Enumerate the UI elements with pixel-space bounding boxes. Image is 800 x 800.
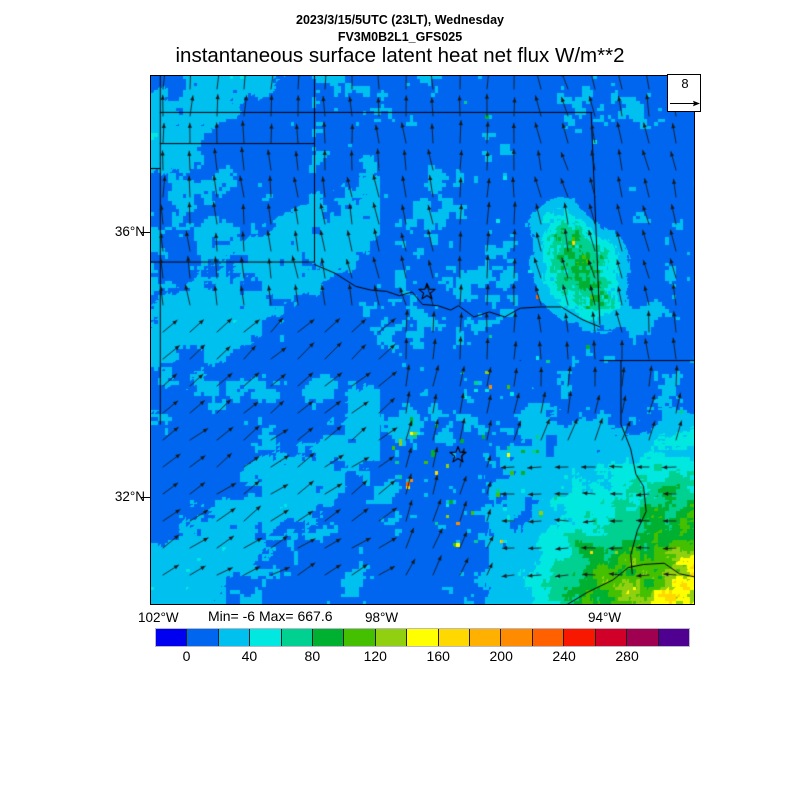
colorbar-segment — [595, 629, 628, 646]
colorbar-segment — [218, 629, 251, 646]
lon-label-102w: 102°W — [138, 610, 179, 625]
model-label: FV3M0B2L1_GFS025 — [337, 30, 463, 44]
colorbar-segment — [564, 629, 596, 646]
lat-tick-36n — [141, 232, 150, 233]
colorbar-segment — [470, 629, 502, 646]
colorbar-segment — [438, 629, 471, 646]
page-title: instantaneous surface latent heat net fl… — [175, 44, 625, 67]
colorbar-segment — [250, 629, 282, 646]
colorbar-tick: 0 — [182, 648, 191, 664]
colorbar-tick: 200 — [489, 648, 513, 664]
colorbar-segment — [658, 629, 689, 646]
colorbar-tick-labels: 0 40 80 120 160 200 240 280 — [155, 648, 690, 666]
lat-label-36n: 36°N — [114, 224, 145, 239]
colorbar-segment — [344, 629, 376, 646]
latent-heat-flux-raster[interactable] — [150, 75, 695, 605]
lon-label-94w: 94°W — [588, 610, 622, 625]
wind-vector-key-value: 8 — [681, 76, 689, 91]
colorbar-tick: 120 — [363, 648, 387, 664]
colorbar-segment — [313, 629, 345, 646]
colorbar-tick: 240 — [552, 648, 576, 664]
colorbar-segment — [375, 629, 408, 646]
lat-tick-32n — [141, 497, 150, 498]
colorbar-tick: 40 — [241, 648, 258, 664]
colorbar[interactable] — [155, 628, 690, 647]
colorbar-segment — [281, 629, 314, 646]
lat-label-32n: 32°N — [114, 489, 145, 504]
colorbar-tick: 80 — [304, 648, 321, 664]
colorbar-segment — [532, 629, 565, 646]
colorbar-tick: 280 — [615, 648, 639, 664]
timestamp-label: 2023/3/15/5UTC (23LT), Wednesday — [296, 13, 504, 27]
colorbar-segment — [156, 629, 188, 646]
colorbar-tick: 160 — [426, 648, 450, 664]
minmax-label: Min= -6 Max= 667.6 — [208, 608, 333, 624]
colorbar-segment — [407, 629, 439, 646]
lon-label-98w: 98°W — [365, 610, 399, 625]
colorbar-segment — [501, 629, 533, 646]
right-arrow-icon — [670, 100, 700, 107]
colorbar-segment — [187, 629, 219, 646]
map-plot-area[interactable] — [150, 75, 695, 605]
colorbar-segment — [627, 629, 659, 646]
wind-vector-key: 8 — [667, 74, 701, 112]
